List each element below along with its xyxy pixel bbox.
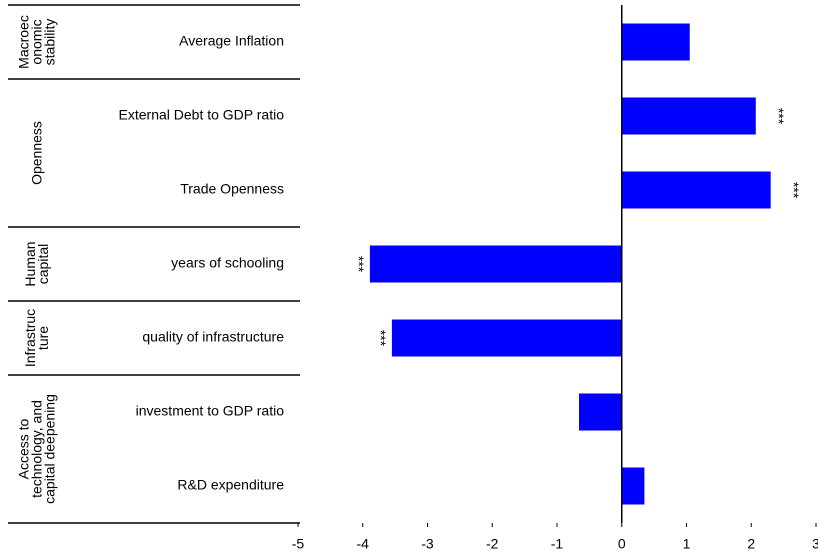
- group-label: Access to: [16, 418, 32, 479]
- significance-label: ***: [351, 256, 367, 273]
- significance-label: ***: [786, 182, 802, 199]
- bar: [621, 23, 690, 61]
- group-label: capital deepening: [42, 394, 58, 504]
- category-label: quality of infrastructure: [142, 329, 284, 345]
- significance-label: ***: [373, 330, 389, 347]
- x-tick-label: -3: [421, 536, 434, 552]
- category-label: R&D expenditure: [177, 477, 284, 493]
- bar: [369, 245, 622, 283]
- category-label: External Debt to GDP ratio: [119, 107, 285, 123]
- group-label: Openness: [29, 121, 45, 185]
- group-label: ture: [35, 326, 51, 350]
- x-tick-label: 0: [618, 536, 626, 552]
- group-label: stability: [42, 19, 58, 66]
- category-label: investment to GDP ratio: [136, 403, 285, 419]
- group-label: onomic: [29, 19, 45, 64]
- group-label: Macroec: [16, 15, 32, 69]
- x-tick-label: -2: [486, 536, 499, 552]
- group-label: Infrastruc: [22, 309, 38, 367]
- bar: [391, 319, 622, 357]
- category-label: years of schooling: [171, 255, 284, 271]
- group-label: capital: [35, 244, 51, 284]
- bar: [621, 171, 771, 209]
- category-label: Trade Openness: [180, 181, 284, 197]
- bar: [621, 467, 645, 505]
- x-tick-label: 2: [747, 536, 755, 552]
- x-tick-label: 3: [812, 536, 818, 552]
- x-tick-label: 1: [683, 536, 691, 552]
- bar: [579, 393, 622, 431]
- x-tick-label: -5: [292, 536, 305, 552]
- significance-label: ***: [771, 108, 787, 125]
- group-label: Human: [22, 241, 38, 286]
- x-tick-label: -4: [357, 536, 370, 552]
- group-label: technology, and: [29, 400, 45, 498]
- bar: [621, 97, 756, 135]
- x-tick-label: -1: [551, 536, 564, 552]
- category-label: Average Inflation: [179, 33, 284, 49]
